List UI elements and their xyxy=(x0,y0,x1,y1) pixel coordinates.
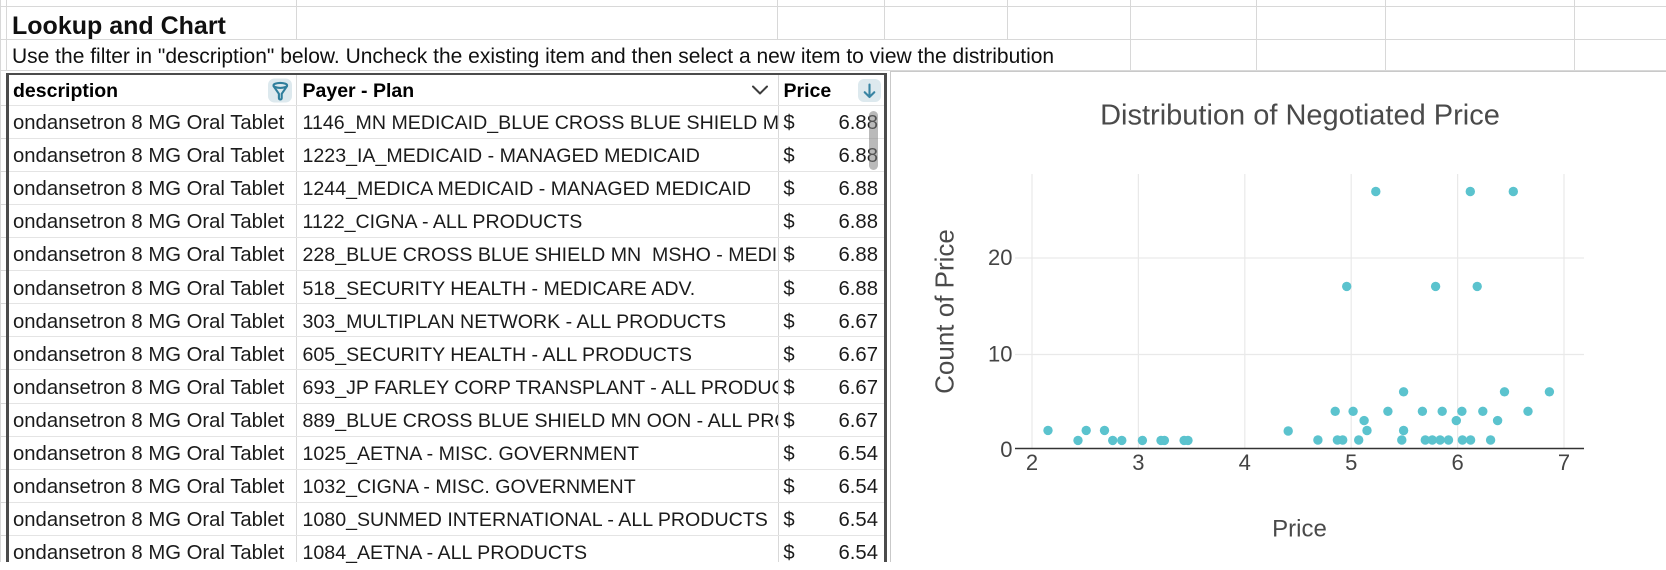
svg-text:0: 0 xyxy=(1000,437,1012,462)
svg-text:4: 4 xyxy=(1239,450,1251,475)
svg-text:5: 5 xyxy=(1345,450,1357,475)
svg-text:6: 6 xyxy=(1451,450,1463,475)
svg-text:Distribution of Negotiated Pri: Distribution of Negotiated Price xyxy=(1100,100,1500,132)
svg-text:Price: Price xyxy=(1272,516,1327,543)
svg-text:7: 7 xyxy=(1558,450,1570,475)
svg-text:20: 20 xyxy=(988,245,1012,270)
svg-text:10: 10 xyxy=(988,342,1012,367)
svg-text:Count of Price: Count of Price xyxy=(930,229,960,394)
svg-text:3: 3 xyxy=(1132,450,1144,475)
svg-text:2: 2 xyxy=(1026,450,1038,475)
